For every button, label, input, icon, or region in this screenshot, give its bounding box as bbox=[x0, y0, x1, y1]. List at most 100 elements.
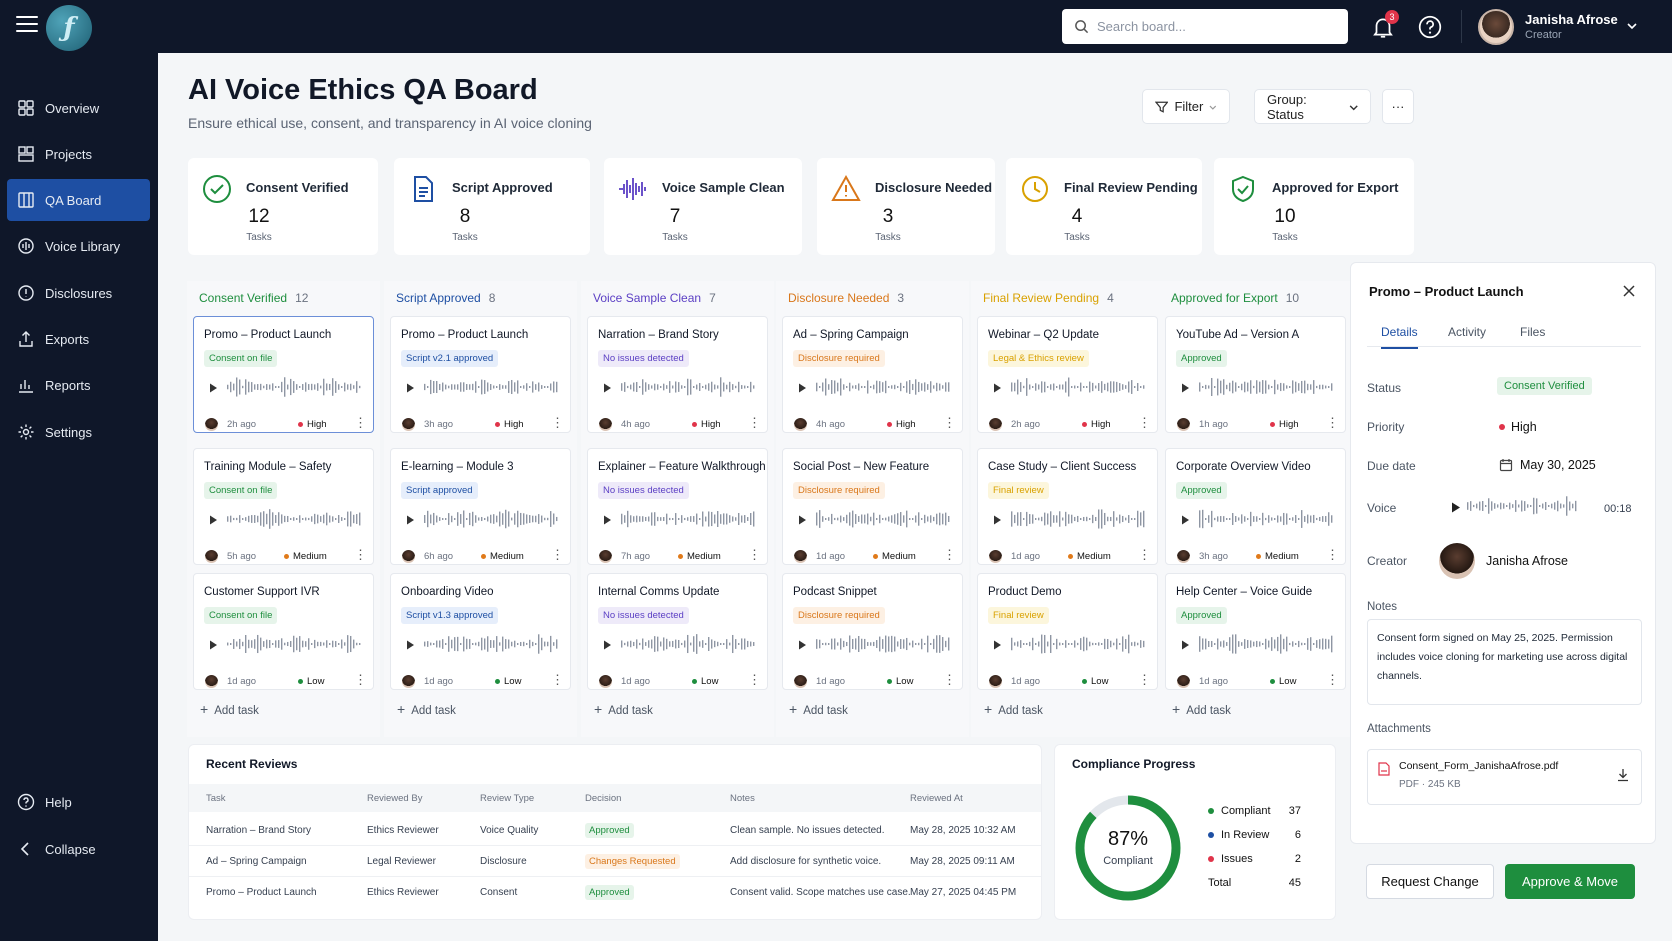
task-card[interactable]: E-learning – Module 3 Script approved 6h a… bbox=[390, 448, 571, 565]
card-waveform[interactable] bbox=[1011, 509, 1146, 531]
add-task-button[interactable]: + Add task bbox=[1172, 701, 1231, 717]
sidebar-item-disclosures[interactable]: Disclosures bbox=[7, 272, 150, 314]
card-waveform[interactable] bbox=[1199, 509, 1334, 531]
add-task-button[interactable]: + Add task bbox=[200, 701, 259, 717]
filter-button[interactable]: Filter bbox=[1142, 89, 1230, 124]
card-waveform[interactable] bbox=[816, 509, 951, 531]
task-card[interactable]: Product Demo Final review 1d ago Low ⋮ bbox=[977, 573, 1158, 690]
stat-card[interactable]: Voice Sample Clean 7 Tasks bbox=[604, 158, 802, 255]
task-card[interactable]: Promo – Product Launch Consent on file 2h … bbox=[193, 316, 374, 433]
due-date[interactable]: May 30, 2025 bbox=[1520, 458, 1596, 472]
play-icon[interactable] bbox=[798, 640, 807, 650]
status-badge[interactable]: Consent Verified bbox=[1497, 377, 1592, 395]
play-icon[interactable] bbox=[798, 515, 807, 525]
sidebar-help[interactable]: Help bbox=[7, 781, 150, 823]
sidebar-item-reports[interactable]: Reports bbox=[7, 364, 150, 406]
card-waveform[interactable] bbox=[424, 509, 559, 531]
kebab-menu-icon[interactable]: ⋮ bbox=[943, 415, 956, 430]
search-box[interactable] bbox=[1062, 9, 1348, 44]
kebab-menu-icon[interactable]: ⋮ bbox=[551, 672, 564, 687]
task-card[interactable]: Social Post – New Feature Disclosure requ… bbox=[782, 448, 963, 565]
help-icon[interactable] bbox=[1417, 14, 1443, 40]
card-waveform[interactable] bbox=[621, 509, 756, 531]
card-waveform[interactable] bbox=[621, 634, 756, 656]
sidebar-collapse[interactable]: Collapse bbox=[7, 828, 150, 870]
task-card[interactable]: Case Study – Client Success Final review 1… bbox=[977, 448, 1158, 565]
task-card[interactable]: YouTube Ad – Version A Approved 1h ago High… bbox=[1165, 316, 1346, 433]
card-waveform[interactable] bbox=[227, 377, 362, 399]
add-task-button[interactable]: + Add task bbox=[984, 701, 1043, 717]
close-icon[interactable] bbox=[1622, 284, 1636, 298]
card-waveform[interactable] bbox=[424, 377, 559, 399]
play-icon[interactable] bbox=[993, 515, 1002, 525]
download-icon[interactable] bbox=[1616, 768, 1630, 782]
play-icon[interactable] bbox=[603, 515, 612, 525]
tab-details[interactable]: Details bbox=[1381, 325, 1418, 349]
task-card[interactable]: Onboarding Video Script v1.3 approved 1d a… bbox=[390, 573, 571, 690]
request-change-button[interactable]: Request Change bbox=[1366, 864, 1494, 899]
play-icon[interactable] bbox=[1451, 502, 1461, 513]
task-card[interactable]: Promo – Product Launch Script v2.1 approv… bbox=[390, 316, 571, 433]
attachment-item[interactable]: Consent_Form_JanishaAfrose.pdf PDF · 245… bbox=[1367, 749, 1642, 805]
search-input[interactable] bbox=[1097, 19, 1327, 34]
kebab-menu-icon[interactable]: ⋮ bbox=[1326, 415, 1339, 430]
menu-icon[interactable] bbox=[16, 16, 38, 34]
card-waveform[interactable] bbox=[227, 634, 362, 656]
priority-value[interactable]: High bbox=[1511, 420, 1537, 434]
card-waveform[interactable] bbox=[816, 634, 951, 656]
tab-files[interactable]: Files bbox=[1520, 325, 1546, 339]
kebab-menu-icon[interactable]: ⋮ bbox=[943, 672, 956, 687]
sidebar-item-projects[interactable]: Projects bbox=[7, 133, 150, 175]
sidebar-item-overview[interactable]: Overview bbox=[7, 87, 150, 129]
kebab-menu-icon[interactable]: ⋮ bbox=[1138, 547, 1151, 562]
task-card[interactable]: Customer Support IVR Consent on file 1d ag… bbox=[193, 573, 374, 690]
card-waveform[interactable] bbox=[1199, 377, 1334, 399]
tab-activity[interactable]: Activity bbox=[1448, 325, 1487, 339]
user-avatar[interactable] bbox=[1478, 9, 1514, 45]
play-icon[interactable] bbox=[1181, 383, 1190, 393]
card-waveform[interactable] bbox=[621, 377, 756, 399]
play-icon[interactable] bbox=[209, 515, 218, 525]
stat-card[interactable]: Approved for Export 10 Tasks bbox=[1214, 158, 1414, 255]
kebab-menu-icon[interactable]: ⋮ bbox=[1138, 672, 1151, 687]
kebab-menu-icon[interactable]: ⋮ bbox=[748, 547, 761, 562]
card-waveform[interactable] bbox=[424, 634, 559, 656]
stat-card[interactable]: Script Approved 8 Tasks bbox=[394, 158, 590, 255]
kebab-menu-icon[interactable]: ⋮ bbox=[943, 547, 956, 562]
kebab-menu-icon[interactable]: ⋮ bbox=[354, 672, 367, 687]
play-icon[interactable] bbox=[406, 383, 415, 393]
task-card[interactable]: Webinar – Q2 Update Legal & Ethics review… bbox=[977, 316, 1158, 433]
task-card[interactable]: Explainer – Feature Walkthrough No issues… bbox=[587, 448, 768, 565]
kebab-menu-icon[interactable]: ⋮ bbox=[1326, 672, 1339, 687]
play-icon[interactable] bbox=[798, 383, 807, 393]
approve-move-button[interactable]: Approve & Move bbox=[1505, 864, 1635, 899]
add-task-button[interactable]: + Add task bbox=[397, 701, 456, 717]
chevron-down-icon[interactable] bbox=[1626, 20, 1638, 32]
sidebar-item-settings[interactable]: Settings bbox=[7, 411, 150, 453]
task-card[interactable]: Training Module – Safety Consent on file 5… bbox=[193, 448, 374, 565]
play-icon[interactable] bbox=[209, 383, 218, 393]
card-waveform[interactable] bbox=[1011, 634, 1146, 656]
task-card[interactable]: Narration – Brand Story No issues detecte… bbox=[587, 316, 768, 433]
stat-card[interactable]: Final Review Pending 4 Tasks bbox=[1006, 158, 1202, 255]
task-card[interactable]: Ad – Spring Campaign Disclosure required 4… bbox=[782, 316, 963, 433]
voice-waveform[interactable] bbox=[1467, 496, 1579, 518]
card-waveform[interactable] bbox=[816, 377, 951, 399]
kebab-menu-icon[interactable]: ⋮ bbox=[748, 672, 761, 687]
play-icon[interactable] bbox=[993, 383, 1002, 393]
kebab-menu-icon[interactable]: ⋮ bbox=[748, 415, 761, 430]
group-select[interactable]: Group: Status bbox=[1254, 89, 1371, 124]
play-icon[interactable] bbox=[1181, 515, 1190, 525]
play-icon[interactable] bbox=[1181, 640, 1190, 650]
notes-textarea[interactable]: Consent form signed on May 25, 2025. Per… bbox=[1367, 619, 1642, 705]
play-icon[interactable] bbox=[603, 383, 612, 393]
kebab-menu-icon[interactable]: ⋮ bbox=[354, 547, 367, 562]
task-card[interactable]: Corporate Overview Video Approved 3h ago Me… bbox=[1165, 448, 1346, 565]
kebab-menu-icon[interactable]: ⋮ bbox=[1326, 547, 1339, 562]
add-task-button[interactable]: + Add task bbox=[594, 701, 653, 717]
add-task-button[interactable]: + Add task bbox=[789, 701, 848, 717]
play-icon[interactable] bbox=[603, 640, 612, 650]
play-icon[interactable] bbox=[209, 640, 218, 650]
play-icon[interactable] bbox=[406, 640, 415, 650]
sidebar-item-voice-library[interactable]: Voice Library bbox=[7, 225, 150, 267]
